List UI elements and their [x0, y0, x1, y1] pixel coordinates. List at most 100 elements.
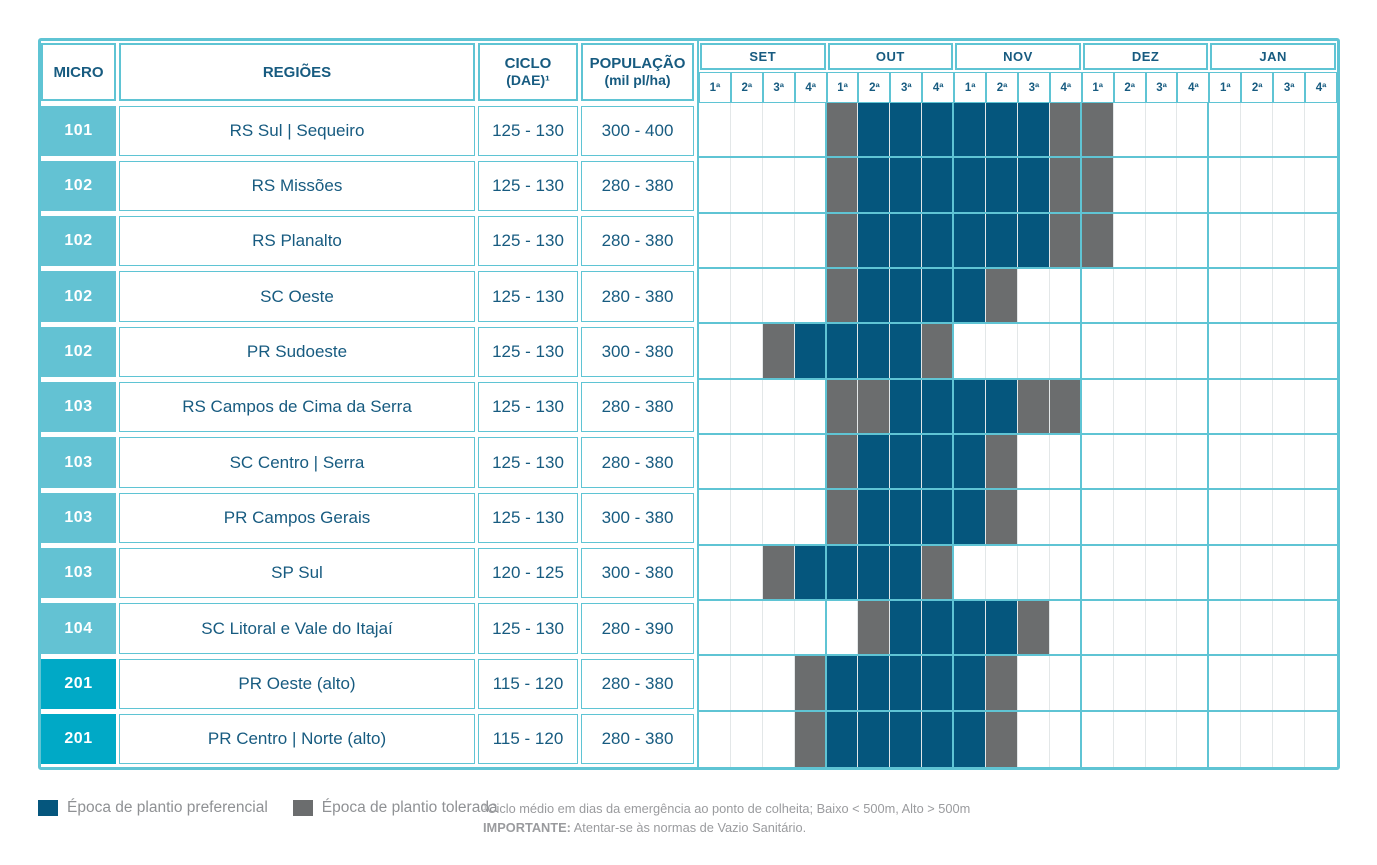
region-cell: RS Missões [119, 160, 475, 212]
schedule-cell [1114, 213, 1146, 267]
month-label-jan: JAN [1210, 43, 1336, 70]
schedule-cell [1241, 600, 1274, 655]
schedule-cell-tolerada [826, 103, 859, 157]
micro-value: 102 [41, 271, 116, 322]
schedule-cell [1146, 158, 1178, 212]
schedule-cell-preferencial [922, 656, 955, 710]
schedule-cell-tolerada [858, 379, 891, 433]
schedule-cell-preferencial [922, 434, 955, 489]
footnote-ciclo: ¹Ciclo médio em dias da emergência ao po… [483, 801, 971, 816]
populacao-header-line1: POPULAÇÃO [589, 55, 686, 72]
schedule-cell-preferencial [890, 545, 923, 599]
schedule-cell [795, 268, 827, 323]
ciclo-cell: 125 - 130 [478, 271, 578, 322]
week-label-dez-1: 1ª [1081, 72, 1114, 103]
micro-cell: 103 [41, 490, 116, 545]
schedule-strip [697, 324, 1337, 380]
table-body: 101 RS Sul | Sequeiro 125 - 130 300 - 400 10… [41, 103, 1337, 767]
schedule-cell-preferencial [986, 379, 1018, 433]
col-header-ciclo: CICLO (DAE)¹ [478, 43, 578, 101]
month-group-dez: DEZ [1082, 41, 1210, 72]
table-header: MICRO REGIÕES CICLO (DAE)¹ POPULAÇÃO (mi… [41, 41, 1337, 103]
schedule-cell [1209, 656, 1242, 710]
schedule-cell [1209, 158, 1242, 212]
schedule-cell [1146, 379, 1178, 433]
schedule-cell [795, 213, 827, 267]
schedule-cell-preferencial [954, 158, 987, 212]
schedule-cell [731, 600, 763, 655]
week-label-set-2: 2ª [730, 72, 763, 103]
month-label-set: SET [700, 43, 826, 70]
populacao-header-line2: (mil pl/ha) [604, 72, 671, 88]
schedule-cell-tolerada [1017, 379, 1050, 433]
schedule-cell [1241, 656, 1274, 710]
schedule-cell [763, 158, 795, 212]
schedule-cell-tolerada [826, 490, 859, 544]
schedule-cell [699, 545, 731, 599]
schedule-cell-preferencial [858, 434, 891, 489]
schedule-cell-tolerada [1049, 379, 1082, 433]
micro-value: 103 [41, 382, 116, 433]
schedule-cell [1050, 600, 1082, 655]
schedule-cell-tolerada [826, 268, 859, 323]
schedule-cell-preferencial [986, 600, 1018, 655]
schedule-cell-preferencial [858, 324, 891, 378]
schedule-cell [1177, 268, 1210, 323]
schedule-cell-preferencial [1017, 103, 1050, 157]
schedule-cell-preferencial [890, 213, 923, 267]
col-header-micro: MICRO [41, 43, 116, 101]
schedule-cell [795, 490, 827, 544]
schedule-cell-tolerada [1081, 158, 1114, 212]
schedule-cell-preferencial [890, 103, 923, 157]
populacao-cell: 300 - 380 [581, 492, 694, 544]
schedule-cell [699, 711, 731, 767]
schedule-cell [1305, 158, 1337, 211]
schedule-cell [1018, 490, 1050, 544]
schedule-cell [1114, 158, 1146, 212]
week-label-jan-2: 2ª [1241, 72, 1274, 103]
schedule-cell-tolerada [986, 490, 1018, 544]
ciclo-cell: 125 - 130 [478, 603, 578, 654]
schedule-cell [1305, 214, 1337, 267]
schedule-cell [1146, 213, 1178, 267]
schedule-cell-tolerada [794, 656, 827, 710]
schedule-cell-preferencial [890, 379, 923, 433]
schedule-cell-tolerada [858, 600, 891, 655]
schedule-cell [763, 656, 795, 710]
schedule-cell [1273, 545, 1306, 599]
schedule-cell [1209, 711, 1242, 767]
schedule-cell [1114, 434, 1146, 489]
schedule-cell [1273, 158, 1306, 212]
schedule-cell-tolerada [826, 213, 859, 267]
schedule-strip [697, 158, 1337, 214]
schedule-cell [1114, 600, 1146, 655]
schedule-cell [1241, 324, 1274, 378]
schedule-cell-preferencial [1017, 158, 1050, 212]
schedule-cell-preferencial [954, 600, 987, 655]
micro-cell: 103 [41, 380, 116, 435]
legend: Época de plantio preferencial Época de p… [38, 799, 498, 817]
populacao-cell: 280 - 380 [581, 382, 694, 433]
table-row: 102 RS Missões 125 - 130 280 - 380 [41, 158, 1337, 214]
calendar-header: SET OUT NOV DEZ JAN 1ª 2ª 3ª 4ª 1ª 2ª 3ª 4ª 1ª 2ª 3ª 4ª… [697, 41, 1337, 103]
schedule-cell [1146, 656, 1178, 710]
schedule-cell [1018, 711, 1050, 767]
schedule-strip [697, 490, 1337, 546]
schedule-cell [795, 379, 827, 433]
schedule-cell [986, 324, 1018, 378]
populacao-cell: 300 - 380 [581, 326, 694, 378]
schedule-cell-preferencial [826, 545, 859, 599]
schedule-strip [697, 379, 1337, 435]
schedule-cell-preferencial [922, 103, 955, 157]
region-cell: SC Oeste [119, 271, 475, 322]
schedule-cell [1305, 435, 1337, 488]
schedule-cell [1082, 600, 1114, 655]
schedule-cell [731, 213, 763, 267]
month-group-nov: NOV [954, 41, 1082, 72]
schedule-cell [795, 158, 827, 212]
schedule-cell [1305, 601, 1337, 654]
micro-cell: 102 [41, 324, 116, 379]
micro-cell: 103 [41, 546, 116, 601]
schedule-cell [1305, 103, 1337, 156]
